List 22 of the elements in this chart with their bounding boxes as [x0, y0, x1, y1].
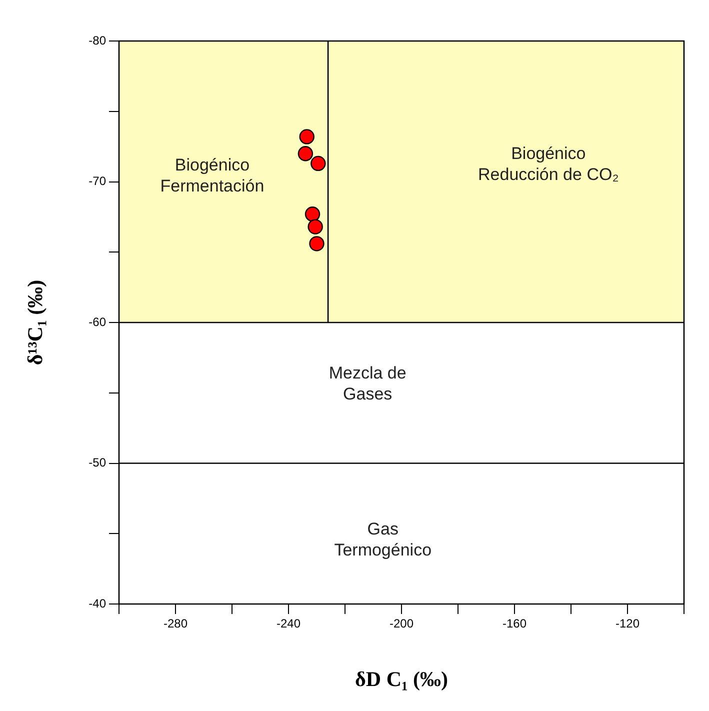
point [304, 206, 320, 222]
y-axis-title: δ¹³C₁ (‰) [23, 280, 48, 366]
point [308, 219, 323, 234]
x-axis-title: δD C₁ (‰) [354, 666, 448, 691]
x-tick-label: -240 [276, 616, 301, 631]
y-tick-label: -60 [88, 314, 106, 329]
annotation: Gas Termogénico [334, 520, 432, 560]
y-tick-label: -80 [88, 33, 106, 48]
x-tick-label: -280 [163, 616, 188, 631]
annotation: Biogénico Fermentación [160, 155, 264, 196]
point [299, 129, 314, 144]
x-tick-label: -120 [615, 616, 640, 631]
x-tick-label: -200 [389, 616, 414, 631]
x-tick-label: -160 [502, 616, 527, 631]
point [298, 146, 314, 162]
y-tick-label: -50 [88, 456, 106, 470]
point [310, 156, 326, 172]
point [309, 236, 324, 252]
annotation: Mezcla de Gases [328, 364, 406, 404]
y-tick-label: -70 [88, 174, 106, 188]
annotation: Biogénico Reducción de CO₂ [478, 144, 619, 184]
y-tick-label: -40 [88, 596, 106, 610]
